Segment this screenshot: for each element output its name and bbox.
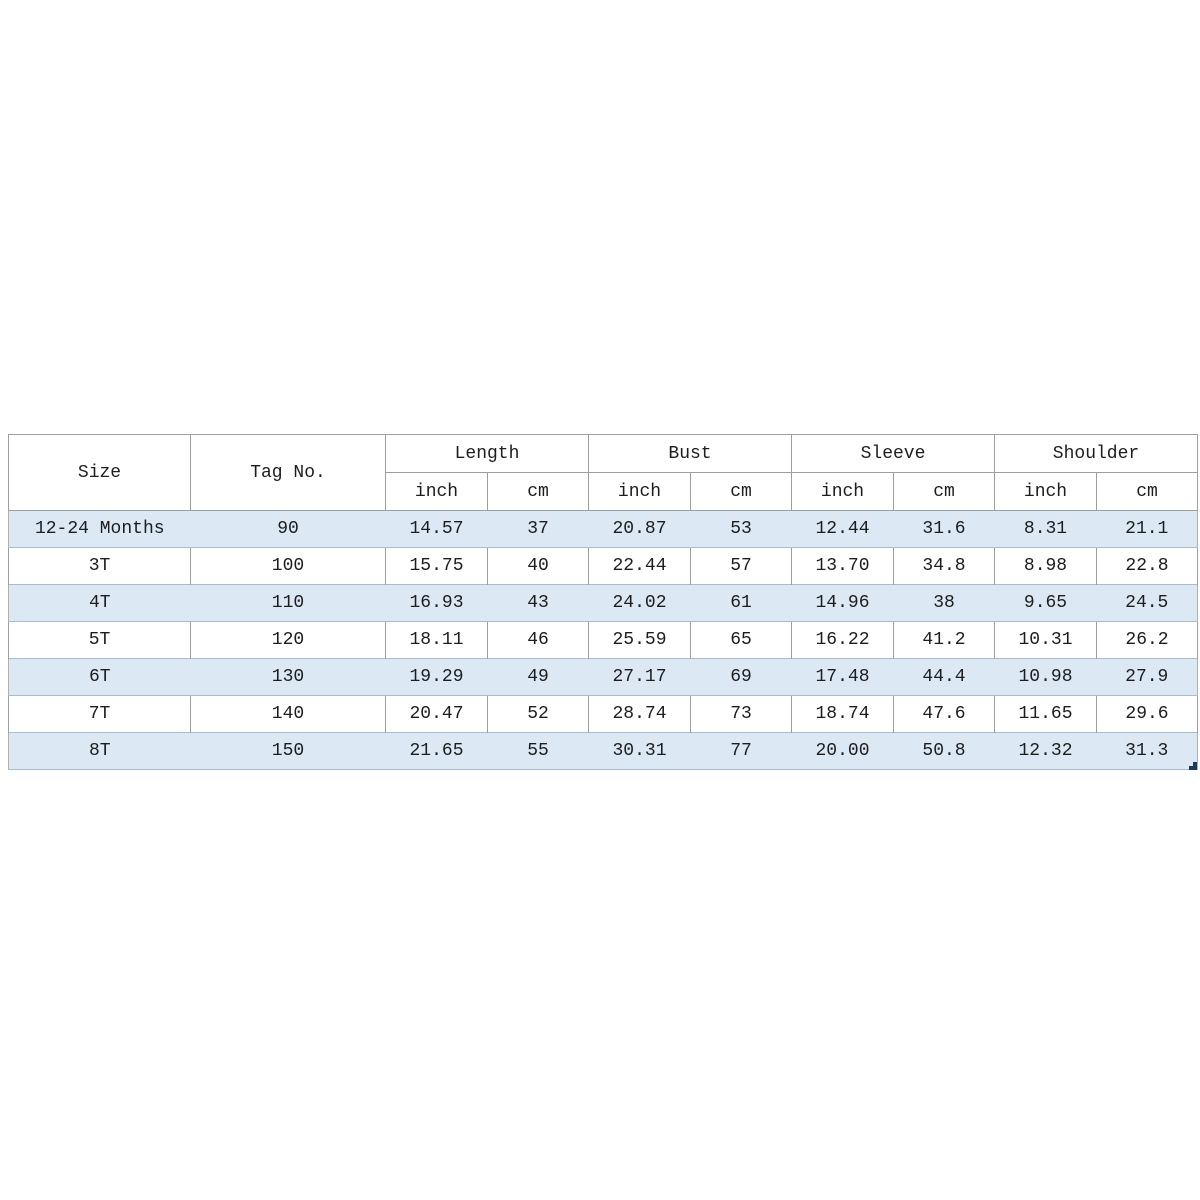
header-unit-row: inch cm inch cm inch cm inch cm <box>9 472 1199 511</box>
cell-length-cm: 46 <box>487 621 589 659</box>
cell-length-inch: 19.29 <box>385 658 488 696</box>
table-row: 12-24 Months 90 14.57 37 20.87 53 12.44 31.6 8.3… <box>8 510 1198 548</box>
header-bust-cm: cm <box>690 472 792 511</box>
cell-sleeve-cm: 50.8 <box>893 732 995 770</box>
table-body: 12-24 Months 90 14.57 37 20.87 53 12.44 31.6 8.3… <box>8 510 1199 770</box>
cell-shoulder-cm: 27.9 <box>1096 658 1198 696</box>
cell-length-cm: 43 <box>487 584 589 622</box>
cell-bust-cm: 73 <box>690 695 792 733</box>
cell-bust-inch: 30.31 <box>588 732 691 770</box>
cell-sleeve-cm: 44.4 <box>893 658 995 696</box>
header-length-inch: inch <box>385 472 488 511</box>
header-size: Size <box>8 434 191 511</box>
cell-sleeve-inch: 20.00 <box>791 732 894 770</box>
cell-length-cm: 37 <box>487 510 589 548</box>
cell-tag-no: 120 <box>190 621 386 659</box>
cell-tag-no: 150 <box>190 732 386 770</box>
cell-bust-cm: 57 <box>690 547 792 585</box>
cell-shoulder-inch: 10.98 <box>994 658 1097 696</box>
header-length-cm: cm <box>487 472 589 511</box>
header-sleeve: Sleeve <box>791 434 995 473</box>
cell-length-inch: 20.47 <box>385 695 488 733</box>
cell-sleeve-cm: 34.8 <box>893 547 995 585</box>
cell-shoulder-inch: 10.31 <box>994 621 1097 659</box>
cell-sleeve-cm: 47.6 <box>893 695 995 733</box>
size-chart-table: Size Tag No. Length Bust Sleeve Shoulder… <box>8 434 1199 770</box>
cell-tag-no: 100 <box>190 547 386 585</box>
table-header: Size Tag No. Length Bust Sleeve Shoulder… <box>8 434 1199 511</box>
header-sleeve-cm: cm <box>893 472 995 511</box>
cell-bust-cm: 53 <box>690 510 792 548</box>
cell-sleeve-inch: 17.48 <box>791 658 894 696</box>
table-row: 7T 140 20.47 52 28.74 73 18.74 47.6 11.65 29.6 <box>8 695 1199 733</box>
cell-length-inch: 21.65 <box>385 732 488 770</box>
header-bust: Bust <box>588 434 792 473</box>
cell-bust-inch: 22.44 <box>588 547 691 585</box>
cell-tag-no: 90 <box>190 510 386 548</box>
cell-shoulder-cm: 29.6 <box>1095 695 1199 733</box>
header-bust-inch: inch <box>588 472 691 511</box>
table-row: 3T 100 15.75 40 22.44 57 13.70 34.8 8.98 22.8 <box>8 547 1199 585</box>
cell-sleeve-inch: 18.74 <box>791 695 894 733</box>
cell-bust-cm: 69 <box>690 658 792 696</box>
cell-length-inch: 18.11 <box>385 621 488 659</box>
cell-size: 12-24 Months <box>8 510 191 548</box>
cell-size: 3T <box>8 547 191 585</box>
cell-length-inch: 15.75 <box>385 547 488 585</box>
cell-sleeve-inch: 13.70 <box>791 547 894 585</box>
cell-shoulder-cm: 24.5 <box>1096 584 1198 622</box>
header-length: Length <box>385 434 589 473</box>
cell-length-cm: 49 <box>487 658 589 696</box>
header-shoulder: Shoulder <box>993 434 1199 473</box>
cell-tag-no: 110 <box>190 584 386 622</box>
cell-bust-inch: 24.02 <box>588 584 691 622</box>
cell-size: 5T <box>8 621 191 659</box>
cell-length-cm: 40 <box>487 547 589 585</box>
cell-sleeve-cm: 38 <box>893 584 995 622</box>
cell-size: 6T <box>8 658 191 696</box>
cell-bust-inch: 25.59 <box>588 621 691 659</box>
header-group-row: Size Tag No. Length Bust Sleeve Shoulder <box>8 434 1199 511</box>
cell-shoulder-inch: 9.65 <box>994 584 1097 622</box>
cell-bust-cm: 77 <box>690 732 792 770</box>
cell-sleeve-cm: 41.2 <box>893 621 995 659</box>
table-row: 6T 130 19.29 49 27.17 69 17.48 44.4 10.98 27.9 <box>8 658 1198 696</box>
cell-shoulder-inch: 8.31 <box>994 510 1097 548</box>
header-shoulder-inch: inch <box>994 472 1097 511</box>
cell-length-cm: 52 <box>487 695 589 733</box>
cell-shoulder-cm: 26.2 <box>1095 621 1199 659</box>
cell-bust-inch: 20.87 <box>588 510 691 548</box>
cell-shoulder-inch: 11.65 <box>994 695 1097 733</box>
cell-length-inch: 16.93 <box>385 584 488 622</box>
cell-shoulder-cm: 21.1 <box>1096 510 1198 548</box>
cell-size: 7T <box>8 695 191 733</box>
table-row: 4T 110 16.93 43 24.02 61 14.96 38 9.65 24.5 <box>8 584 1198 622</box>
cell-shoulder-cm: 31.3 <box>1096 732 1198 770</box>
cell-tag-no: 140 <box>190 695 386 733</box>
header-sleeve-inch: inch <box>791 472 894 511</box>
cell-size: 4T <box>8 584 191 622</box>
cell-sleeve-cm: 31.6 <box>893 510 995 548</box>
table-row: 8T 150 21.65 55 30.31 77 20.00 50.8 12.32 31.3 <box>8 732 1198 770</box>
header-tag-no: Tag No. <box>190 434 386 511</box>
cell-shoulder-inch: 8.98 <box>994 547 1097 585</box>
cell-bust-cm: 65 <box>690 621 792 659</box>
cell-shoulder-cm: 22.8 <box>1095 547 1199 585</box>
cell-length-inch: 14.57 <box>385 510 488 548</box>
cell-sleeve-inch: 14.96 <box>791 584 894 622</box>
cell-bust-cm: 61 <box>690 584 792 622</box>
selection-handle-icon <box>1189 762 1197 770</box>
cell-size: 8T <box>8 732 191 770</box>
cell-shoulder-inch: 12.32 <box>994 732 1097 770</box>
cell-sleeve-inch: 16.22 <box>791 621 894 659</box>
table-row: 5T 120 18.11 46 25.59 65 16.22 41.2 10.31 26.2 <box>8 621 1199 659</box>
cell-sleeve-inch: 12.44 <box>791 510 894 548</box>
cell-tag-no: 130 <box>190 658 386 696</box>
header-shoulder-cm: cm <box>1095 472 1199 511</box>
cell-length-cm: 55 <box>487 732 589 770</box>
cell-bust-inch: 28.74 <box>588 695 691 733</box>
cell-bust-inch: 27.17 <box>588 658 691 696</box>
